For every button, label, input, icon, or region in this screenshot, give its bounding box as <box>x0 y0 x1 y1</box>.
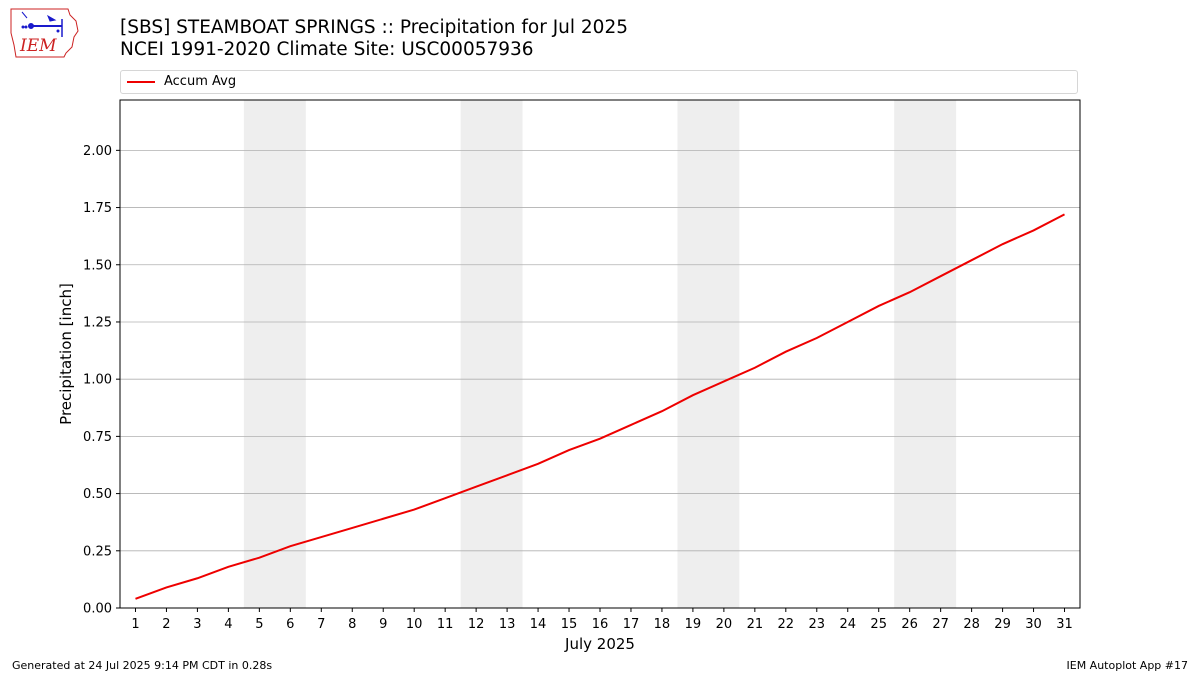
y-tick-label-5: 1.25 <box>83 315 112 330</box>
y-tick-label-8: 2.00 <box>83 144 112 159</box>
iem-logo: IEM <box>10 8 79 58</box>
x-tick-label-22: 22 <box>778 617 795 632</box>
y-tick-label-3: 0.75 <box>83 430 112 445</box>
x-tick-label-11: 11 <box>437 617 454 632</box>
x-tick-label-5: 5 <box>255 617 263 632</box>
footer-generated-text: Generated at 24 Jul 2025 9:14 PM CDT in … <box>12 659 273 672</box>
y-tick-label-6: 1.50 <box>83 258 112 273</box>
series-line-accum-avg <box>135 213 1065 600</box>
x-tick-label-10: 10 <box>406 617 423 632</box>
x-tick-label-12: 12 <box>468 617 485 632</box>
x-axis: 1 2 3 4 5 6 7 8 9 10 11 12 13 14 15 16 17 18 19 20 21 22 23 24 2… <box>131 608 1073 632</box>
footer-app-label: IEM Autoplot App #17 <box>1066 659 1189 672</box>
y-tick-label-1: 0.25 <box>83 544 112 559</box>
legend-swatch-accum-avg <box>127 81 155 83</box>
x-tick-label-1: 1 <box>131 617 139 632</box>
x-tick-label-17: 17 <box>623 617 640 632</box>
x-tick-label-20: 20 <box>716 617 733 632</box>
x-tick-label-23: 23 <box>809 617 826 632</box>
series-layer <box>135 213 1065 600</box>
x-tick-label-15: 15 <box>561 617 578 632</box>
chart-subtitle: NCEI 1991-2020 Climate Site: USC00057936 <box>120 39 534 60</box>
y-tick-label-0: 0.00 <box>83 602 112 617</box>
x-tick-label-8: 8 <box>348 617 356 632</box>
legend: Accum Avg <box>120 70 1078 94</box>
x-tick-label-31: 31 <box>1056 617 1073 632</box>
x-tick-label-4: 4 <box>224 617 232 632</box>
y-axis: 0.00 0.25 0.50 0.75 1.00 1.25 1.50 1.75 2.00 <box>83 144 120 617</box>
x-tick-label-26: 26 <box>901 617 918 632</box>
x-tick-label-9: 9 <box>379 617 387 632</box>
x-tick-label-6: 6 <box>286 617 294 632</box>
x-tick-label-19: 19 <box>685 617 702 632</box>
x-tick-label-21: 21 <box>747 617 764 632</box>
weather-station-icon <box>21 11 63 37</box>
x-tick-label-18: 18 <box>654 617 671 632</box>
weekend-bands <box>243 100 957 608</box>
x-tick-label-29: 29 <box>994 617 1011 632</box>
x-tick-label-16: 16 <box>592 617 609 632</box>
x-tick-label-2: 2 <box>162 617 170 632</box>
x-axis-label: July 2025 <box>564 635 635 653</box>
weekend-band-2 <box>460 100 523 608</box>
legend-label-accum-avg: Accum Avg <box>164 74 237 89</box>
weekend-band-3 <box>677 100 740 608</box>
x-tick-label-24: 24 <box>839 617 856 632</box>
logo-text: IEM <box>19 36 57 56</box>
weekend-band-4 <box>894 100 957 608</box>
x-tick-label-27: 27 <box>932 617 949 632</box>
x-tick-label-7: 7 <box>317 617 325 632</box>
x-tick-label-3: 3 <box>193 617 201 632</box>
x-tick-label-30: 30 <box>1025 617 1042 632</box>
x-tick-label-28: 28 <box>963 617 980 632</box>
weekend-band-1 <box>243 100 306 608</box>
x-tick-label-14: 14 <box>530 617 547 632</box>
iowa-outline-icon <box>10 8 79 58</box>
x-tick-label-25: 25 <box>870 617 887 632</box>
y-tick-label-7: 1.75 <box>83 201 112 216</box>
x-tick-label-13: 13 <box>499 617 516 632</box>
y-tick-label-2: 0.50 <box>83 487 112 502</box>
y-axis-label: Precipitation [inch] <box>57 283 75 425</box>
y-tick-label-4: 1.00 <box>83 373 112 388</box>
chart-title: [SBS] STEAMBOAT SPRINGS :: Precipitation… <box>120 17 628 38</box>
